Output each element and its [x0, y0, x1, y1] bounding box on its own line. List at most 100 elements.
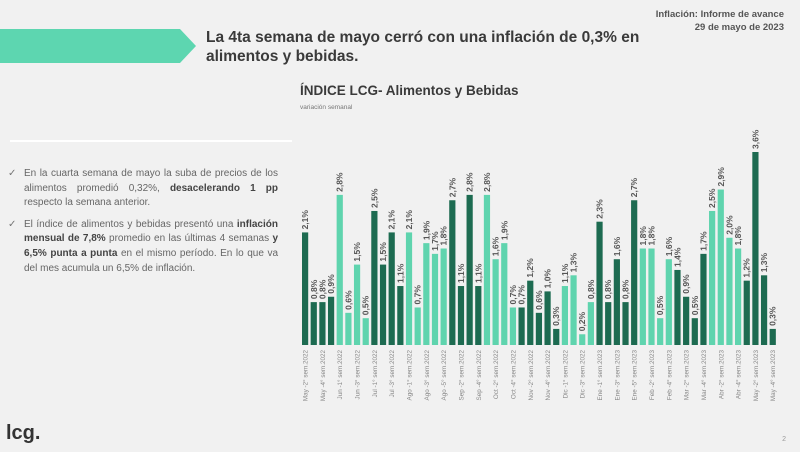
x-tick-label: May -2° sem.2023	[752, 350, 760, 402]
data-label: 2,8%	[335, 172, 345, 192]
x-tick-label: Abr -4° sem.2023	[735, 350, 743, 400]
data-label: 0,6%	[343, 290, 353, 310]
x-tick-label: Nov -2° sem.2022	[527, 350, 535, 401]
bar	[674, 269, 681, 345]
bar	[327, 296, 335, 345]
bar	[431, 253, 439, 345]
bar	[553, 328, 560, 345]
data-label: 1,8%	[647, 226, 657, 246]
bar	[302, 232, 309, 345]
data-label: 0,7%	[508, 285, 518, 305]
data-label: 1,4%	[672, 247, 682, 267]
data-label: 2,0%	[724, 215, 734, 235]
data-label: 1,2%	[525, 258, 535, 278]
x-tick-label: Ago -3° sem.2022	[423, 350, 431, 401]
data-label: 0,5%	[361, 295, 371, 315]
x-tick-label: Jul -1° sem.2022	[371, 350, 379, 398]
bar	[561, 286, 568, 345]
data-label: 2,5%	[707, 188, 717, 208]
data-label: 0,6%	[534, 290, 544, 310]
bar	[717, 189, 724, 345]
data-label: 1,1%	[395, 263, 405, 283]
bar	[613, 259, 620, 345]
data-label: 0,9%	[681, 274, 691, 294]
x-tick-label: Mar -4° sem.2023	[700, 350, 708, 401]
bar	[362, 318, 369, 345]
bullet-text: En la cuarta semana de mayo la suba de p…	[24, 167, 278, 211]
bar	[527, 280, 534, 345]
data-label: 1,8%	[733, 226, 743, 246]
header-banner-arrow	[0, 29, 196, 63]
report-date: 29 de mayo de 2023	[694, 22, 784, 33]
data-label: 2,1%	[404, 210, 414, 230]
bar	[336, 194, 343, 345]
data-label: 1,0%	[543, 269, 553, 289]
bar	[509, 307, 517, 345]
bar	[379, 264, 387, 345]
data-label: 2,1%	[300, 210, 310, 230]
data-label: 1,5%	[352, 242, 362, 262]
bar	[596, 221, 603, 345]
bar	[760, 275, 768, 345]
report-title: Inflación: Informe de avance	[655, 9, 784, 20]
page-number: 2	[782, 436, 786, 443]
chart-subtitle: variación semanal	[300, 104, 353, 111]
bar	[726, 237, 733, 345]
bar	[397, 286, 404, 345]
bar	[735, 248, 742, 345]
x-tick-label: Mar -2° sem.2023	[683, 350, 691, 401]
bar	[423, 243, 430, 345]
data-label: 2,8%	[482, 172, 492, 192]
bar	[622, 302, 629, 345]
x-tick-label: May -2° sem.2022	[302, 350, 310, 402]
bar	[648, 248, 655, 345]
data-label: 2,7%	[447, 177, 457, 197]
x-tick-label: May -4° sem.2023	[769, 350, 777, 402]
bar	[449, 200, 456, 345]
data-label: 0,5%	[655, 295, 665, 315]
bullet-text-part: en el mismo período. En lo que va del me…	[24, 247, 279, 274]
bullet-text-part: respecto la semana anterior.	[24, 197, 151, 209]
data-label: 1,6%	[664, 236, 674, 256]
bullet-text: El índice de alimentos y bebidas present…	[24, 218, 278, 276]
x-tick-label: Ago -1° sem.2022	[406, 350, 414, 401]
data-label: 1,1%	[456, 263, 466, 283]
bar	[345, 312, 352, 345]
data-label: 0,7%	[517, 285, 527, 305]
bar	[752, 152, 759, 345]
bar	[414, 307, 421, 345]
bullet-text-part: El índice de alimentos y bebidas present…	[24, 218, 237, 230]
data-label: 2,9%	[716, 167, 726, 187]
check-icon: ✓	[8, 168, 17, 179]
x-tick-label: Jun -3° sem.2022	[354, 350, 362, 400]
data-label: 0,5%	[690, 295, 700, 315]
bar	[769, 328, 776, 345]
bar	[501, 243, 508, 345]
bar	[605, 302, 612, 345]
bar	[579, 334, 586, 345]
bar	[743, 280, 750, 345]
data-label: 2,3%	[595, 199, 605, 219]
bar	[310, 302, 317, 345]
data-label: 1,3%	[759, 252, 769, 272]
data-label: 0,8%	[317, 279, 327, 299]
bar	[475, 286, 482, 345]
x-tick-label: Ene -3° sem.2023	[613, 350, 621, 401]
bar	[639, 248, 646, 345]
bar	[587, 302, 594, 345]
bar	[683, 296, 690, 345]
x-tick-label: Sep -2° sem.2022	[457, 350, 465, 401]
bar	[457, 286, 465, 345]
x-tick-label: Nov -4° sem.2022	[544, 350, 552, 401]
bar	[466, 194, 473, 345]
x-tick-label: Dic -1° sem.2022	[561, 350, 569, 399]
data-label: 2,7%	[629, 177, 639, 197]
data-label: 1,6%	[612, 236, 622, 256]
bar	[544, 291, 551, 345]
data-label: 0,8%	[603, 279, 613, 299]
bar	[691, 318, 698, 345]
report-info: Inflación: Informe de avance 29 de mayo …	[656, 8, 784, 34]
data-label: 1,9%	[421, 220, 431, 240]
data-label: 1,2%	[742, 258, 752, 278]
